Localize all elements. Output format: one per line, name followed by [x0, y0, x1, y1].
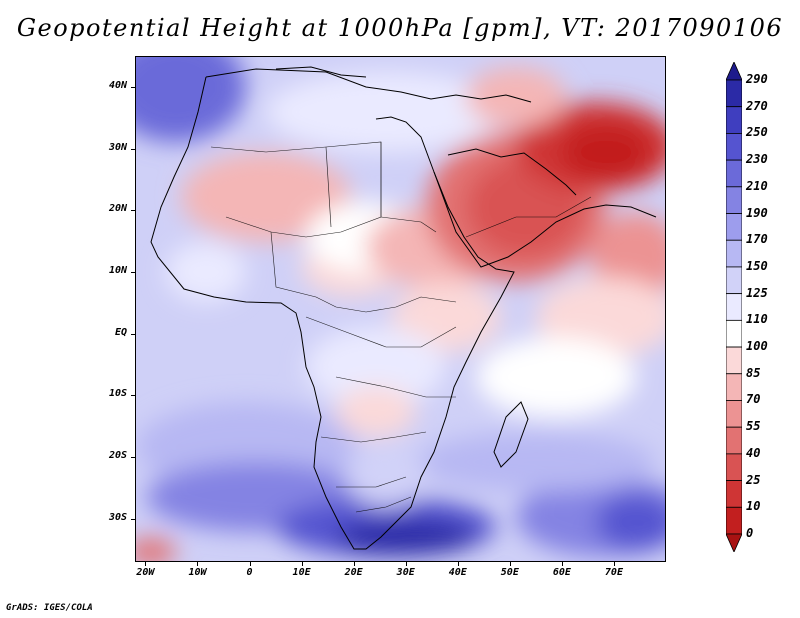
geopotential-map [136, 57, 665, 561]
colorbar-segment [726, 79, 742, 108]
colorbar-segment [726, 266, 742, 295]
colorbar-label: 250 [746, 125, 768, 140]
lat-label: 10N [108, 264, 127, 276]
colorbar-label: 170 [746, 232, 768, 247]
colorbar [726, 62, 742, 552]
colorbar-label: 125 [746, 285, 768, 300]
map-plot-area[interactable] [135, 56, 666, 562]
map-title: Geopotential Height at 1000hPa [gpm], VT… [16, 14, 784, 42]
colorbar-segment [726, 400, 742, 428]
colorbar-segment [726, 213, 742, 241]
colorbar-segment [726, 293, 742, 321]
colorbar-segment [726, 239, 742, 268]
colorbar-label: 10 [746, 499, 761, 514]
lon-label: 20E [344, 567, 363, 578]
lat-label: 30N [108, 141, 127, 153]
lat-label: 20S [108, 450, 127, 462]
colorbar-segment [726, 426, 742, 455]
lon-tick [405, 562, 407, 566]
colorbar-top-arrow [726, 62, 742, 81]
lat-tick [131, 148, 135, 150]
lon-label: 50E [500, 567, 519, 578]
colorbar-label: 25 [746, 472, 761, 487]
lat-tick [131, 210, 135, 212]
colorbar-label: 40 [746, 445, 761, 460]
coastlines [150, 66, 657, 550]
colorbar-segment [726, 186, 742, 214]
lon-label: 60E [552, 567, 571, 578]
colorbar-label: 150 [746, 258, 768, 273]
lat-label: 10S [108, 388, 127, 400]
lon-tick [613, 562, 615, 566]
colorbar-label: 190 [746, 205, 768, 220]
lat-tick [131, 86, 135, 88]
lon-tick [301, 562, 303, 566]
colorbar-label: 0 [746, 526, 754, 540]
colorbar-label: 110 [746, 312, 768, 327]
colorbar-segment [726, 346, 742, 375]
lat-label: 40N [108, 79, 127, 91]
lon-label: 40E [448, 567, 467, 578]
lon-tick [509, 562, 511, 566]
lat-label: EQ [114, 326, 127, 338]
colorbar-label: 290 [746, 72, 768, 86]
colorbar-segment [726, 373, 742, 401]
lat-tick [131, 271, 135, 273]
lon-label: 70E [604, 567, 623, 578]
grads-credit: GrADS: IGES/COLA [6, 603, 93, 613]
lat-label: 20N [108, 203, 127, 215]
colorbar-label: 100 [746, 339, 768, 354]
lon-tick [249, 562, 251, 566]
colorbar-label: 210 [746, 178, 768, 193]
country-borders [210, 141, 592, 513]
lon-label: 20W [136, 567, 155, 578]
colorbar-segment [726, 133, 742, 161]
colorbar-label: 70 [746, 392, 761, 407]
lon-label: 10E [292, 567, 311, 578]
lon-label: 0 [246, 567, 253, 578]
lon-tick [457, 562, 459, 566]
lon-label: 30E [396, 567, 415, 578]
colorbar-segment [726, 506, 742, 535]
lat-tick [131, 457, 135, 459]
colorbar-segment [726, 159, 742, 188]
colorbar-label: 270 [746, 98, 768, 113]
colorbar-bottom-arrow [726, 533, 742, 552]
colorbar-label: 55 [746, 419, 761, 434]
lat-tick [131, 518, 135, 520]
colorbar-segment [726, 453, 742, 481]
lon-tick [197, 562, 199, 566]
lon-label: 10W [188, 567, 207, 578]
colorbar-label: 230 [746, 152, 768, 167]
lon-tick [145, 562, 147, 566]
lat-tick [131, 333, 135, 335]
lon-tick [561, 562, 563, 566]
lat-tick [131, 395, 135, 397]
lat-label: 30S [108, 511, 127, 523]
colorbar-label: 85 [746, 365, 761, 380]
height-field [136, 57, 665, 561]
colorbar-segment [726, 319, 742, 348]
colorbar-segment [726, 106, 742, 134]
colorbar-segment [726, 480, 742, 508]
lon-tick [353, 562, 355, 566]
